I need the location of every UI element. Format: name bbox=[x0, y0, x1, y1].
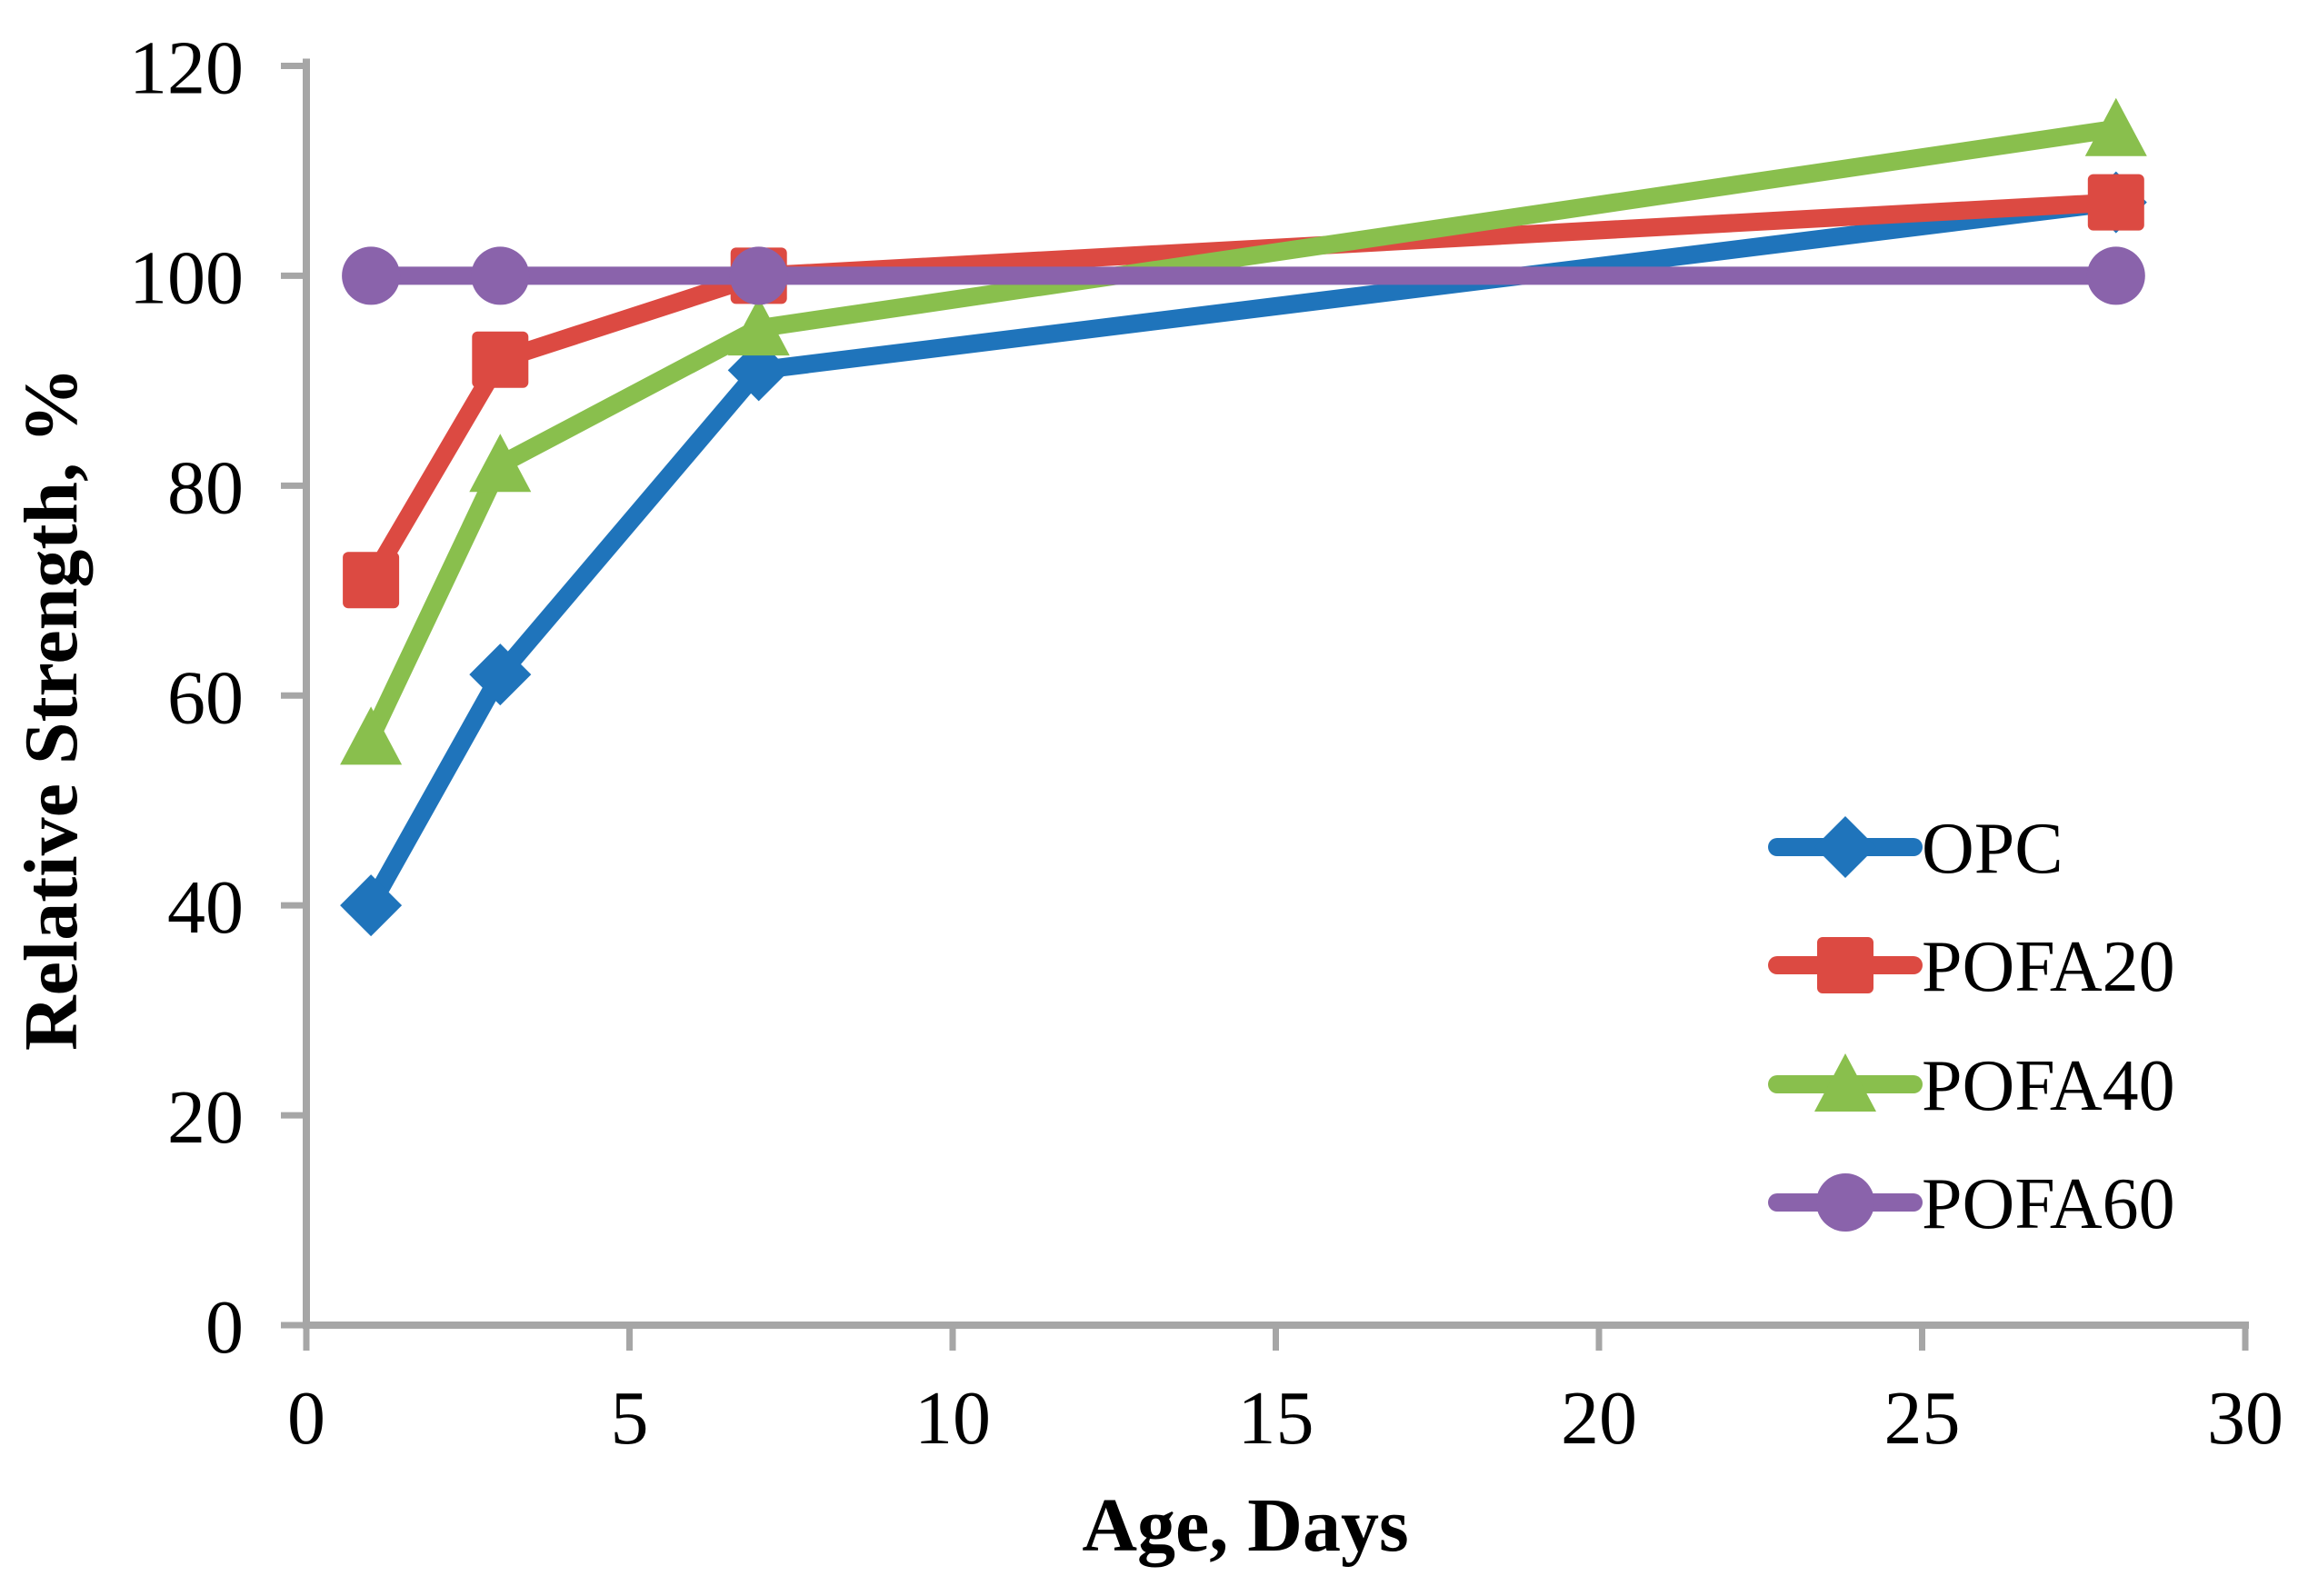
x-tick-label: 10 bbox=[914, 1376, 991, 1461]
series-POFA40-marker-day28 bbox=[2084, 97, 2147, 156]
series-POFA60-marker-day1 bbox=[342, 246, 401, 305]
x-tick-label: 25 bbox=[1884, 1376, 1961, 1461]
series-POFA40-marker-day7 bbox=[727, 297, 790, 356]
y-tick-label: 80 bbox=[167, 445, 244, 530]
x-tick-label: 15 bbox=[1238, 1376, 1314, 1461]
y-tick-label: 60 bbox=[167, 655, 244, 740]
series-POFA20-marker-day1 bbox=[343, 552, 400, 609]
x-tick-label: 30 bbox=[2207, 1376, 2283, 1461]
legend: OPC POFA20 POFA40 POFA60 bbox=[1768, 809, 2175, 1244]
x-axis-title: Age, Days bbox=[1082, 1483, 1408, 1568]
x-tick-label: 20 bbox=[1561, 1376, 1637, 1461]
y-tick-label: 0 bbox=[205, 1285, 244, 1370]
legend-label-POFA40: POFA40 bbox=[1922, 1046, 2175, 1126]
series-POFA20-marker-day28 bbox=[2087, 174, 2144, 231]
y-tick-label: 120 bbox=[129, 26, 244, 111]
legend-key-marker-POFA60 bbox=[1816, 1173, 1874, 1232]
legend-key-marker-OPC bbox=[1814, 816, 1876, 878]
legend-label-POFA20: POFA20 bbox=[1922, 927, 2175, 1007]
legend-item-OPC: OPC bbox=[1768, 809, 2063, 889]
series-POFA60-marker-day7 bbox=[729, 246, 788, 305]
data-series bbox=[340, 97, 2147, 937]
legend-key-marker-POFA40 bbox=[1814, 1053, 1876, 1112]
y-tick-label: 20 bbox=[167, 1075, 244, 1160]
series-POFA60 bbox=[342, 246, 2145, 305]
legend-item-POFA60: POFA60 bbox=[1768, 1164, 2175, 1244]
series-OPC-marker-day1 bbox=[340, 874, 403, 937]
y-axis-title: Relative Strength, % bbox=[9, 367, 94, 1051]
legend-item-POFA40: POFA40 bbox=[1768, 1046, 2175, 1126]
series-POFA40-line bbox=[362, 119, 2125, 747]
y-tick-label: 40 bbox=[167, 865, 244, 950]
x-tick-label: 5 bbox=[611, 1376, 649, 1461]
series-OPC bbox=[340, 171, 2147, 937]
axes: 0 20 40 60 80 100 120 0 5 10 15 20 25 30 bbox=[129, 26, 2283, 1461]
series-POFA40-marker-day1 bbox=[340, 706, 403, 765]
series-POFA20-marker-day3 bbox=[472, 331, 529, 388]
series-POFA40-marker-day3 bbox=[469, 434, 532, 493]
legend-label-POFA60: POFA60 bbox=[1922, 1164, 2175, 1244]
series-POFA60-marker-day28 bbox=[2086, 246, 2145, 305]
series-OPC-line bbox=[362, 193, 2125, 915]
series-POFA40 bbox=[340, 97, 2147, 765]
legend-item-POFA20: POFA20 bbox=[1768, 927, 2175, 1007]
legend-key-marker-POFA20 bbox=[1817, 937, 1873, 993]
series-POFA60-marker-day3 bbox=[471, 246, 530, 305]
y-tick-label: 100 bbox=[129, 235, 244, 320]
series-OPC-marker-day3 bbox=[469, 643, 532, 706]
series-POFA20-line bbox=[362, 193, 2125, 590]
x-tick-label: 0 bbox=[287, 1376, 325, 1461]
legend-label-OPC: OPC bbox=[1922, 809, 2063, 889]
